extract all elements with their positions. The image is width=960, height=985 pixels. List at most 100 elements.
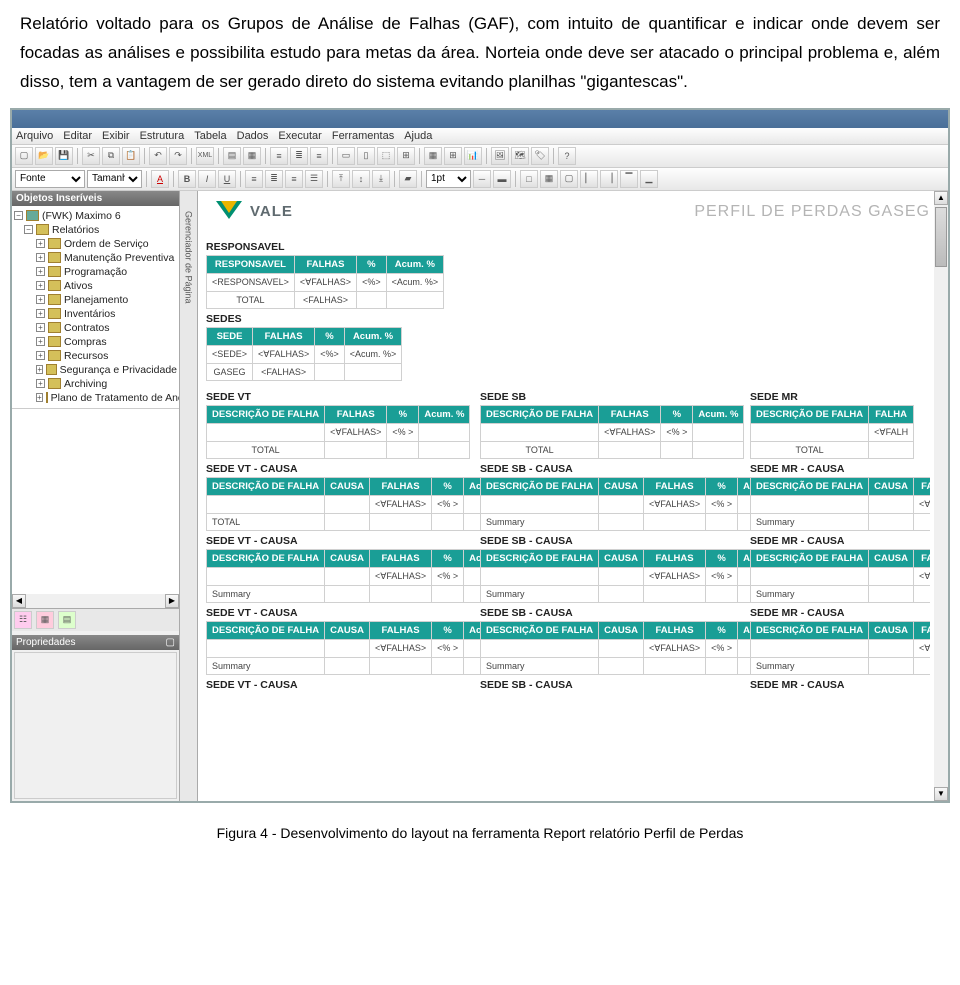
table-causa: DESCRIÇÃO DE FALHACAUSAFALHAS%Acum. %<∀F… (206, 477, 515, 531)
main-area: Objetos Inseríveis −(FWK) Maximo 6 −Rela… (12, 191, 948, 801)
panel-title: SEDE MR (750, 391, 930, 403)
tree-item[interactable]: +Plano de Tratamento de Anor (14, 391, 177, 405)
valign-bot-icon[interactable]: ⤓ (372, 170, 390, 188)
grid-icon[interactable]: ⊞ (444, 147, 462, 165)
doc-icon[interactable]: ▤ (223, 147, 241, 165)
redo-icon[interactable]: ↷ (169, 147, 187, 165)
vertical-tab[interactable]: Gerenciador de Página (180, 191, 198, 801)
vertical-scrollbar[interactable]: ▲▼ (934, 191, 948, 801)
sidebar: Objetos Inseríveis −(FWK) Maximo 6 −Rela… (12, 191, 180, 801)
chart-icon[interactable]: 📊 (464, 147, 482, 165)
label-icon[interactable]: 🏷 (531, 147, 549, 165)
window-titlebar[interactable] (12, 110, 948, 128)
table-causa: DESCRIÇÃO DE FALHACAUSAFAL<∀FASummary (750, 477, 930, 531)
border-style-icon[interactable]: ─ (473, 170, 491, 188)
menu-tabela[interactable]: Tabela (194, 130, 226, 142)
menu-ferramentas[interactable]: Ferramentas (332, 130, 394, 142)
tree-item[interactable]: +Contratos (14, 321, 177, 335)
horizontal-scrollbar[interactable]: ◀▶ (12, 594, 179, 608)
copy-icon[interactable]: ⧉ (102, 147, 120, 165)
section-sedes-label: SEDES (206, 313, 940, 325)
border-all-icon[interactable]: ▦ (540, 170, 558, 188)
merge-icon[interactable]: ⬚ (377, 147, 395, 165)
panel-causa-title: SEDE SB - CAUSA (480, 535, 736, 547)
figure-caption: Figura 4 - Desenvolvimento do layout na … (0, 809, 960, 849)
tree-item[interactable]: +Archiving (14, 377, 177, 391)
panel-causa-title: SEDE MR - CAUSA (750, 535, 930, 547)
border-top-icon[interactable]: ▔ (620, 170, 638, 188)
paste-icon[interactable]: 📋 (122, 147, 140, 165)
table-descfalha: DESCRIÇÃO DE FALHAFALHAS%Acum. %<∀FALHAS… (480, 405, 744, 459)
cut-icon[interactable]: ✂ (82, 147, 100, 165)
align-right-icon[interactable]: ≡ (310, 147, 328, 165)
image-icon[interactable]: 🖼 (491, 147, 509, 165)
menu-exibir[interactable]: Exibir (102, 130, 130, 142)
tree-item[interactable]: +Manutenção Preventiva (14, 251, 177, 265)
table-causa: DESCRIÇÃO DE FALHACAUSAFALHAS%Acum. %<∀F… (480, 549, 789, 603)
size-select[interactable]: Tamanh (87, 170, 142, 188)
sidebar-btn2-icon[interactable]: ▦ (36, 611, 54, 629)
tree-item[interactable]: +Planejamento (14, 293, 177, 307)
text-left-icon[interactable]: ≡ (245, 170, 263, 188)
sidebar-btn3-icon[interactable]: ▤ (58, 611, 76, 629)
table-causa: DESCRIÇÃO DE FALHACAUSAFALHAS%Acum. %<∀F… (480, 621, 789, 675)
save-icon[interactable]: 💾 (55, 147, 73, 165)
tree-item[interactable]: +Compras (14, 335, 177, 349)
text-center-icon[interactable]: ≣ (265, 170, 283, 188)
insert-col-icon[interactable]: ▯ (357, 147, 375, 165)
border-outer-icon[interactable]: ▢ (560, 170, 578, 188)
font-color-icon[interactable]: A (151, 170, 169, 188)
border-right-icon[interactable]: ▕ (600, 170, 618, 188)
italic-icon[interactable]: I (198, 170, 216, 188)
panel-vt: SEDE VTDESCRIÇÃO DE FALHAFALHAS%Acum. %<… (206, 387, 466, 693)
tree-item[interactable]: +Segurança e Privacidade (14, 363, 177, 377)
border-left-icon[interactable]: ▏ (580, 170, 598, 188)
text-justify-icon[interactable]: ☰ (305, 170, 323, 188)
tree-item[interactable]: +Recursos (14, 349, 177, 363)
align-left-icon[interactable]: ≡ (270, 147, 288, 165)
tree-item[interactable]: +Ativos (14, 279, 177, 293)
table-icon[interactable]: ▦ (424, 147, 442, 165)
new-icon[interactable]: ▢ (15, 147, 33, 165)
panel-causa-title: SEDE VT - CAUSA (206, 679, 466, 691)
panel-causa-title: SEDE MR - CAUSA (750, 463, 930, 475)
menu-editar[interactable]: Editar (63, 130, 92, 142)
valign-top-icon[interactable]: ⤒ (332, 170, 350, 188)
valign-mid-icon[interactable]: ↕ (352, 170, 370, 188)
tree-root[interactable]: −(FWK) Maximo 6 (14, 209, 177, 223)
preview-icon[interactable]: ▦ (243, 147, 261, 165)
tree-item[interactable]: +Programação (14, 265, 177, 279)
open-icon[interactable]: 📂 (35, 147, 53, 165)
border-bottom-icon[interactable]: ▁ (640, 170, 658, 188)
undo-icon[interactable]: ↶ (149, 147, 167, 165)
fill-color-icon[interactable]: ▰ (399, 170, 417, 188)
sidebar-btn1-icon[interactable]: ☷ (14, 611, 32, 629)
menu-estrutura[interactable]: Estrutura (140, 130, 185, 142)
map-icon[interactable]: 🗺 (511, 147, 529, 165)
help-icon[interactable]: ? (558, 147, 576, 165)
menu-dados[interactable]: Dados (237, 130, 269, 142)
font-select[interactable]: Fonte (15, 170, 85, 188)
menu-executar[interactable]: Executar (278, 130, 321, 142)
border-width-select[interactable]: 1pt (426, 170, 471, 188)
split-icon[interactable]: ⊞ (397, 147, 415, 165)
insert-row-icon[interactable]: ▭ (337, 147, 355, 165)
design-canvas[interactable]: VALE PERFIL DE PERDAS GASEG RESPONSAVEL … (198, 191, 948, 801)
menu-ajuda[interactable]: Ajuda (404, 130, 432, 142)
xml-icon[interactable]: XML (196, 147, 214, 165)
tree-item[interactable]: +Inventários (14, 307, 177, 321)
border-color-icon[interactable]: ▬ (493, 170, 511, 188)
bold-icon[interactable]: B (178, 170, 196, 188)
panel-causa-title: SEDE SB - CAUSA (480, 679, 736, 691)
sidebar-properties-header: Propriedades ▢ (12, 635, 179, 650)
menu-arquivo[interactable]: Arquivo (16, 130, 53, 142)
text-right-icon[interactable]: ≡ (285, 170, 303, 188)
underline-icon[interactable]: U (218, 170, 236, 188)
sidebar-mid-buttons: ☷ ▦ ▤ (12, 608, 179, 631)
vale-logo-icon (216, 201, 244, 223)
align-center-icon[interactable]: ≣ (290, 147, 308, 165)
border-none-icon[interactable]: □ (520, 170, 538, 188)
object-tree: −(FWK) Maximo 6 −Relatórios +Ordem de Se… (12, 206, 179, 408)
tree-item[interactable]: +Ordem de Serviço (14, 237, 177, 251)
tree-relatorios[interactable]: −Relatórios (14, 223, 177, 237)
